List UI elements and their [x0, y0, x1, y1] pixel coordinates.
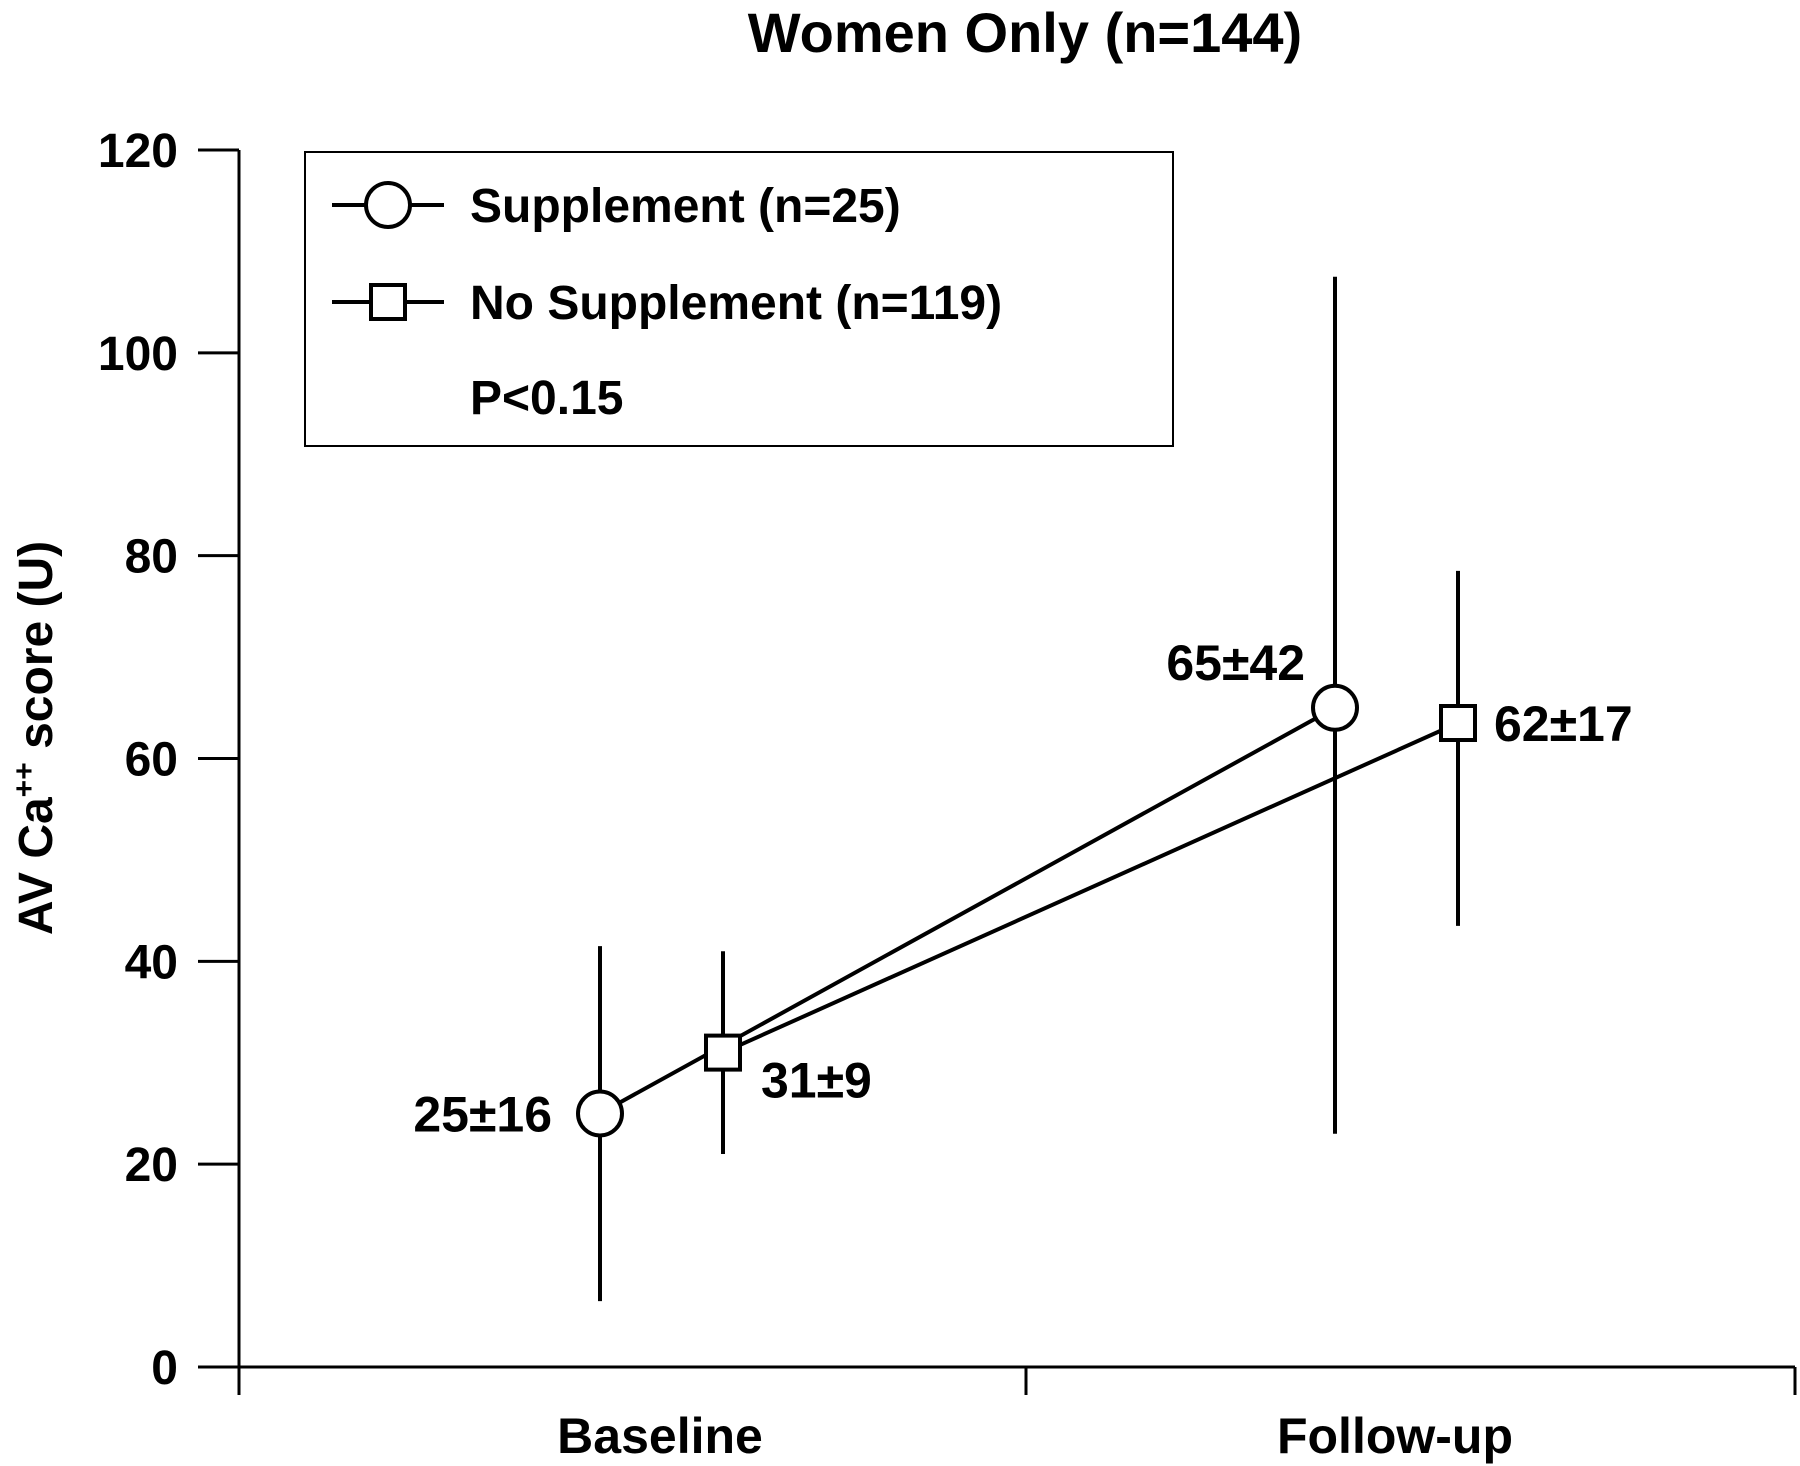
x-tick-label: Follow-up [1277, 1408, 1513, 1464]
data-point-circle [576, 1089, 624, 1138]
legend: Supplement (n=25) No Supplement (n=119) … [304, 151, 1174, 447]
data-point-square [1439, 704, 1477, 743]
y-tick-label: 60 [125, 734, 178, 787]
data-label: 31±9 [761, 1053, 872, 1109]
y-axis-title-sup: ++ [8, 762, 41, 797]
series-line-no-supplement [722, 721, 1459, 1055]
y-tick-label: 0 [151, 1342, 178, 1395]
data-point-circle [1311, 683, 1359, 732]
data-label: 65±42 [1166, 635, 1305, 691]
y-axis-title: AV Ca++ score (U) [8, 541, 63, 935]
axes: 0 20 40 60 80 100 120 Baseline Follow-up [98, 125, 1797, 1464]
p-value-annotation: P<0.15 [470, 372, 623, 425]
y-axis-title-rest: score (U) [10, 541, 63, 762]
data-point-square [704, 1033, 742, 1072]
y-tick-label: 40 [125, 936, 178, 989]
y-tick-label: 100 [98, 328, 178, 381]
y-tick-label: 20 [125, 1139, 178, 1192]
data-label: 62±17 [1494, 696, 1633, 752]
legend-label-no-supplement: No Supplement (n=119) [470, 277, 1002, 330]
chart-title: Women Only (n=144) [748, 1, 1302, 64]
y-tick-label: 120 [98, 125, 178, 178]
legend-marker-square [369, 283, 407, 321]
plot-area: 25±16 65±42 31±9 62±17 [413, 276, 1633, 1302]
y-axis-title-main: AV Ca [10, 797, 63, 935]
y-tick-label: 80 [125, 531, 178, 584]
legend-box [304, 151, 1174, 447]
data-label: 25±16 [413, 1086, 552, 1142]
legend-marker-circle [364, 181, 412, 229]
legend-label-supplement: Supplement (n=25) [470, 180, 901, 233]
x-tick-label: Baseline [557, 1408, 763, 1464]
